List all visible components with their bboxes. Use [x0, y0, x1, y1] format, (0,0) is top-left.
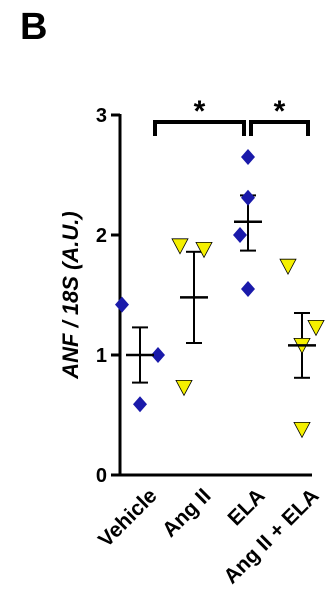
data-point-diamond	[133, 396, 147, 413]
axes	[111, 113, 312, 477]
significance-label: *	[274, 95, 286, 128]
significance-bracket	[153, 120, 246, 136]
y-tick-label: 0	[96, 465, 107, 487]
panel-label: B	[20, 6, 48, 48]
y-axis-label: ANF / 18S (A.U.)	[58, 211, 83, 379]
data-point-diamond	[241, 149, 255, 165]
data-point-triangle	[175, 379, 193, 397]
data-point-diamond	[115, 296, 129, 313]
data-point-triangle	[195, 241, 213, 259]
x-tick-label: Ang II + ELA	[219, 484, 323, 588]
data-point-diamond	[151, 347, 165, 363]
data-point-diamond	[241, 281, 255, 297]
x-tick-label: Vehicle	[94, 484, 161, 551]
significance-bracket	[249, 120, 310, 136]
data-point-triangle	[293, 421, 311, 439]
data-point-triangle	[307, 319, 325, 337]
x-tick-label: Ang II	[158, 484, 216, 542]
y-tick-label: 3	[96, 105, 107, 127]
data-marks	[115, 149, 325, 439]
data-point-diamond	[241, 189, 255, 206]
data-point-diamond	[233, 227, 247, 243]
data-point-triangle	[171, 238, 189, 255]
data-point-triangle	[279, 258, 297, 276]
significance-label: *	[194, 95, 206, 128]
y-tick-label: 2	[96, 225, 107, 247]
x-tick-label: ELA	[224, 484, 270, 530]
y-tick-label: 1	[96, 345, 107, 367]
